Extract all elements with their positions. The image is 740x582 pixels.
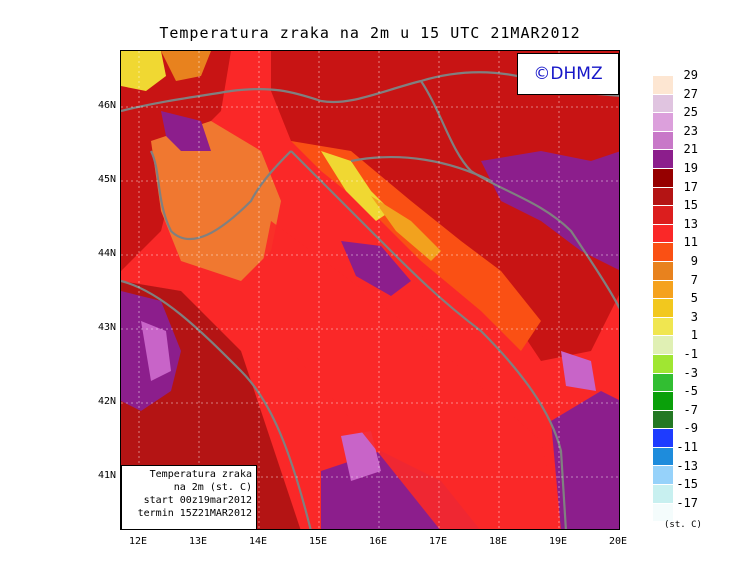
legend-swatch <box>653 336 673 355</box>
lat-tick-45n: 45N <box>97 174 116 185</box>
velebit-cold-spot <box>321 151 391 221</box>
legend-label: 1 <box>690 328 698 343</box>
legend-swatch <box>653 299 673 318</box>
legend-label: 13 <box>683 216 698 231</box>
legend-unit: (st. C) <box>664 520 702 530</box>
lat-lon-grid <box>121 51 619 529</box>
legend-swatch <box>653 76 673 95</box>
lat-tick-41n: 41N <box>97 470 116 481</box>
map-title: Temperatura zraka na 2m u 15 UTC 21MAR20… <box>159 24 581 42</box>
legend-label: 15 <box>683 198 698 213</box>
lon-tick-14e: 14E <box>248 536 268 547</box>
legend-swatch <box>653 150 673 169</box>
lon-tick-15e: 15E <box>308 536 328 547</box>
alps-cold-spot <box>121 51 166 91</box>
legend-label: -5 <box>683 384 698 399</box>
legend-swatch <box>653 354 673 374</box>
dinaric-cool-band <box>371 196 441 261</box>
north-hot-spot <box>161 111 211 151</box>
adriatic-sea <box>261 221 561 529</box>
legend-label: -15 <box>676 477 698 492</box>
legend-label: 7 <box>690 272 698 287</box>
legend-label: 29 <box>683 68 698 82</box>
legend-swatch <box>653 503 673 523</box>
legend-label: 23 <box>683 123 698 138</box>
lat-tick-44n: 44N <box>97 248 116 259</box>
info-line-4: termin 15Z21MAR2012 <box>137 508 252 519</box>
legend-label: -17 <box>676 495 698 510</box>
lon-tick-18e: 18E <box>488 536 508 547</box>
legend-label: 9 <box>690 254 698 268</box>
legend-swatch <box>653 410 673 430</box>
legend-swatch <box>653 466 673 486</box>
lat-tick-43n: 43N <box>97 322 116 333</box>
legend-swatch <box>653 392 673 411</box>
legend-label: -7 <box>683 402 698 417</box>
legend-swatch <box>653 429 673 448</box>
legend-label: 17 <box>683 179 698 194</box>
legend-swatch <box>653 224 673 244</box>
legend-label: -9 <box>683 421 698 436</box>
legend-swatch <box>653 485 673 504</box>
info-line-3: start 00z19mar2012 <box>143 495 252 506</box>
legend-swatch <box>653 206 673 225</box>
legend-label: -13 <box>676 458 698 473</box>
info-line-1: Temperatura zraka <box>149 469 252 480</box>
legend-label: 11 <box>683 235 698 250</box>
legend-label: 25 <box>683 105 698 120</box>
legend-label: 19 <box>683 161 698 175</box>
legend-label: -3 <box>683 365 698 380</box>
legend-label: 5 <box>690 291 698 306</box>
inland-warm-region <box>271 51 619 361</box>
east-hottest-spot <box>561 351 596 391</box>
legend-swatch <box>653 261 673 281</box>
legend-swatch <box>653 113 673 132</box>
istria-warm-region <box>151 121 281 281</box>
legend-swatch <box>653 447 673 467</box>
legend-swatch <box>653 187 673 207</box>
coastlines <box>121 71 619 529</box>
legend-label: -1 <box>683 347 698 361</box>
italy-hottest-spot <box>141 321 171 381</box>
lon-tick-16e: 16E <box>368 536 388 547</box>
info-line-2: na 2m (st. C) <box>173 482 252 493</box>
lat-tick-42n: 42N <box>97 396 116 407</box>
legend-swatch <box>653 373 673 393</box>
legend-swatch <box>653 280 673 300</box>
legend-swatch <box>653 168 673 188</box>
legend-label: 3 <box>690 309 698 324</box>
lon-tick-19e: 19E <box>548 536 568 547</box>
lon-tick-20e: 20E <box>608 536 628 547</box>
albania-hot-region <box>551 391 619 529</box>
lon-tick-13e: 13E <box>188 536 208 547</box>
legend-label: 21 <box>683 142 698 157</box>
legend-swatch <box>653 94 673 114</box>
legend-label: -11 <box>676 440 698 454</box>
lon-tick-17e: 17E <box>428 536 448 547</box>
dhmz-logo: ©DHMZ <box>517 53 619 95</box>
alps-cool-area <box>161 51 211 81</box>
legend-label: 27 <box>683 86 698 101</box>
bosnia-hot-region <box>481 151 619 270</box>
lon-tick-12e: 12E <box>128 536 148 547</box>
coastal-hot-spot <box>341 241 411 296</box>
temperature-map: ©DHMZ Temperatura zraka na 2m (st. C) st… <box>120 50 620 530</box>
info-box: Temperatura zraka na 2m (st. C) start 00… <box>121 465 257 529</box>
color-scale <box>653 76 673 523</box>
legend-swatch <box>653 243 673 262</box>
lat-tick-46n: 46N <box>97 100 116 111</box>
legend-swatch <box>653 131 673 151</box>
temperature-field <box>121 51 619 529</box>
legend-swatch <box>653 317 673 337</box>
